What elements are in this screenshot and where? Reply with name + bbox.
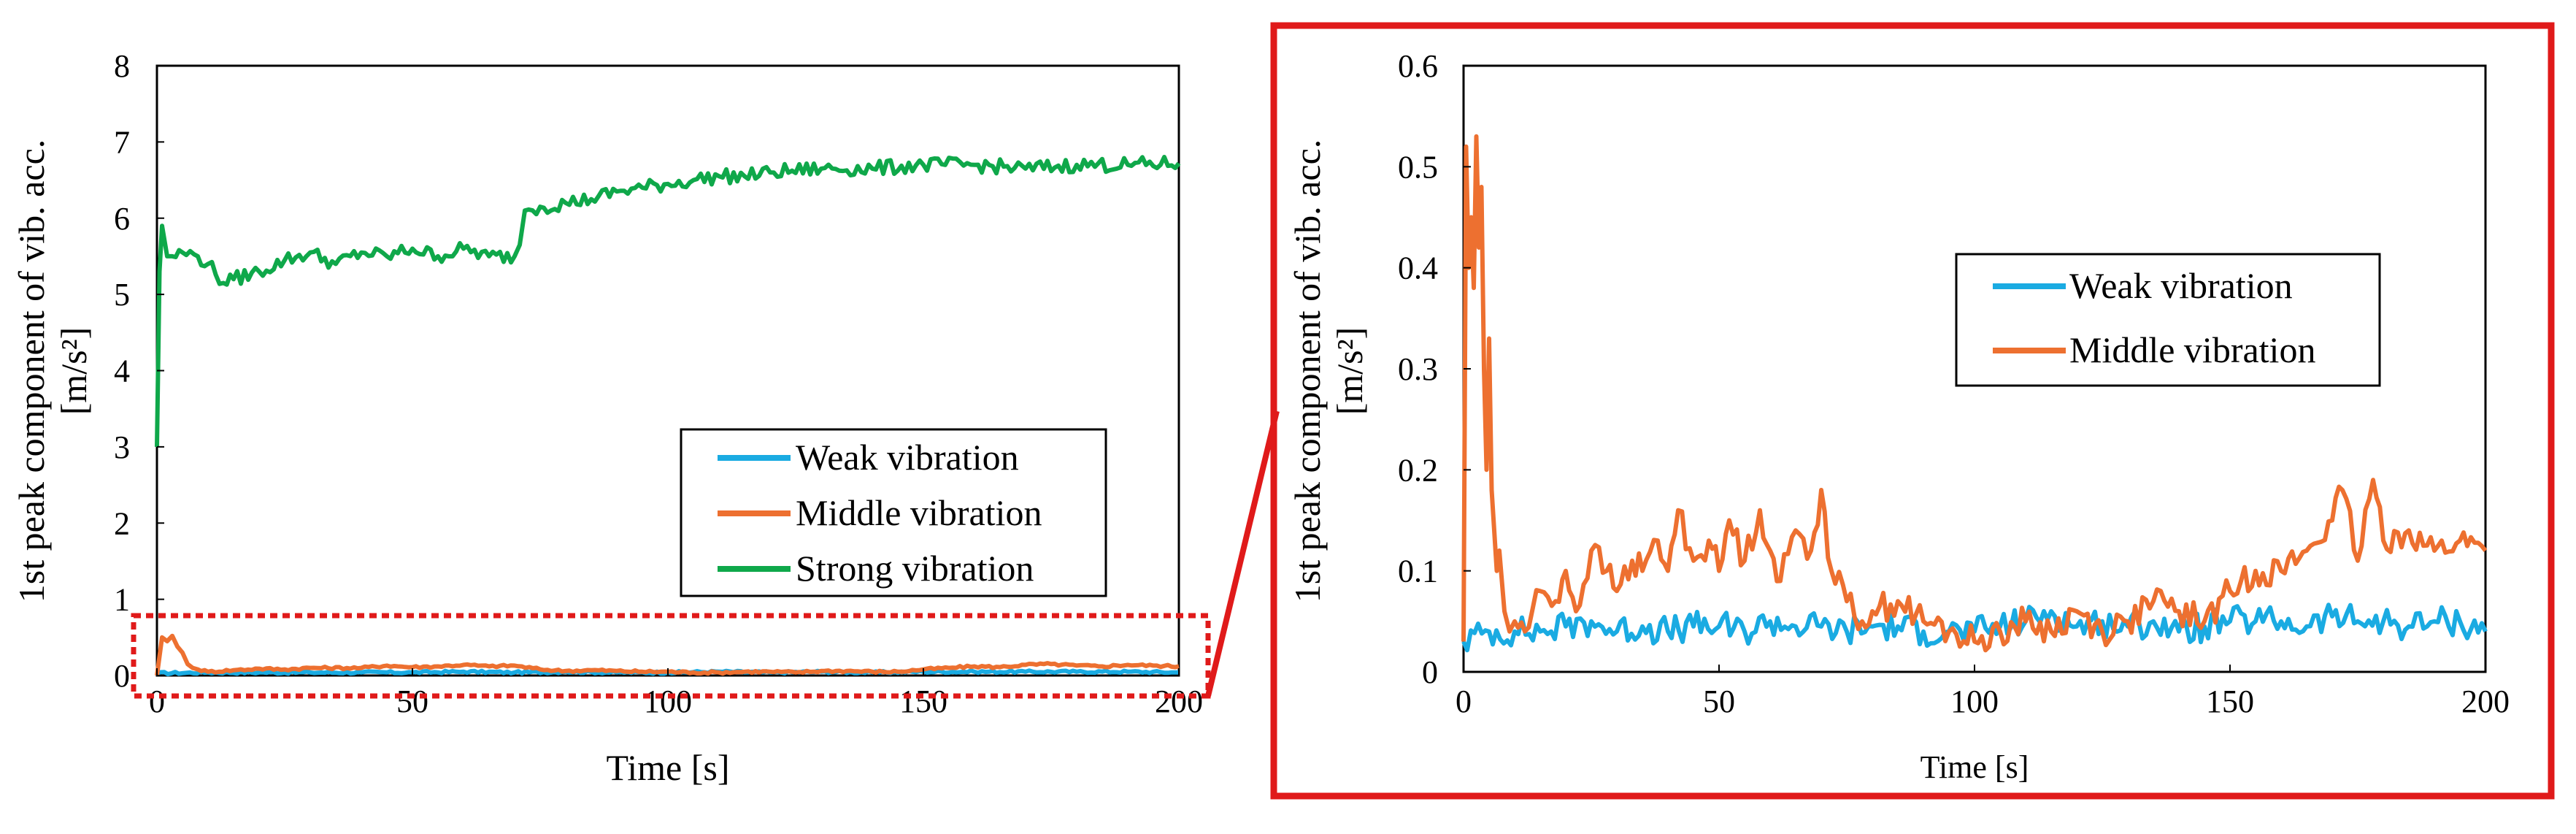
right-x-tick-label: 50 (1703, 684, 1735, 719)
right-y-tick-labels: 0 0.1 0.2 0.3 0.4 0.5 0.6 (1398, 48, 1471, 690)
left-x-tick-label: 150 (899, 684, 947, 719)
right-series-middle-vibration (1461, 134, 2488, 653)
left-series-middle-vibration (155, 633, 1180, 676)
right-y-tick-label: 0.4 (1398, 250, 1438, 286)
left-legend: Weak vibration Middle vibration Strong v… (680, 428, 1107, 597)
right-y-tick-label: 0 (1422, 654, 1438, 690)
right-legend: Weak vibration Middle vibration (1955, 253, 2381, 387)
right-legend-weak-label: Weak vibration (2069, 265, 2293, 306)
left-x-tick-label: 100 (644, 684, 692, 719)
left-y-tick-labels: 0 1 2 3 4 5 6 7 8 (114, 48, 164, 694)
right-x-tick-label: 150 (2206, 684, 2254, 719)
right-y-tick-label: 0.5 (1398, 149, 1438, 185)
left-y-tick-label: 6 (114, 201, 130, 237)
right-y-tick-label: 0.1 (1398, 554, 1438, 589)
right-x-tick-label: 100 (1950, 684, 1999, 719)
right-y-tick-label: 0.2 (1398, 452, 1438, 488)
left-chart: 0 1 2 3 4 5 6 7 8 0 50 100 150 200 Time [s] 1st peak… (11, 48, 1211, 788)
right-y-axis-label-line2: [m/s²] (1329, 327, 1370, 416)
right-legend-box (1955, 253, 2381, 387)
left-series-strong-vibration (155, 155, 1181, 447)
zoom-region-box (131, 613, 1211, 699)
right-x-tick-labels: 0 50 100 150 200 (1456, 665, 2510, 719)
zoom-connector-line (1205, 410, 1280, 697)
left-y-tick-label: 7 (114, 124, 130, 160)
right-y-tick-label: 0.3 (1398, 351, 1438, 387)
left-x-tick-label: 200 (1155, 684, 1203, 719)
left-legend-middle-label: Middle vibration (796, 492, 1042, 533)
right-series-group (1461, 134, 2488, 653)
left-series-group (155, 155, 1181, 677)
right-x-tick-label: 200 (2461, 684, 2510, 719)
right-y-tick-label: 0.6 (1398, 48, 1438, 84)
left-x-tick-labels: 0 50 100 150 200 (149, 668, 1203, 719)
left-y-tick-label: 1 (114, 582, 130, 618)
right-legend-middle-label: Middle vibration (2069, 329, 2315, 370)
zoom-frame (1270, 22, 2555, 800)
right-series-weak-vibration (1461, 602, 2488, 653)
left-y-axis-label-line1: 1st peak component of vib. acc. (11, 139, 52, 603)
left-y-tick-label: 3 (114, 429, 130, 465)
left-x-tick-label: 0 (149, 684, 165, 719)
left-legend-strong-label: Strong vibration (796, 548, 1034, 589)
right-y-axis-label-line1: 1st peak component of vib. acc. (1287, 139, 1328, 603)
left-y-axis-label-line2: [m/s²] (53, 327, 94, 416)
left-y-tick-label: 2 (114, 505, 130, 541)
right-chart: 0 0.1 0.2 0.3 0.4 0.5 0.6 0 50 100 150 200 Time [s… (1270, 22, 2555, 800)
left-legend-weak-label: Weak vibration (796, 437, 1019, 478)
right-x-tick-label: 0 (1456, 684, 1472, 719)
left-y-tick-label: 5 (114, 277, 130, 313)
left-y-tick-label: 0 (114, 658, 130, 694)
left-y-tick-label: 8 (114, 48, 130, 84)
right-x-axis-label: Time [s] (1921, 749, 2029, 785)
left-x-axis-label: Time [s] (606, 747, 729, 788)
left-x-tick-label: 50 (396, 684, 428, 719)
left-y-tick-label: 4 (114, 353, 130, 389)
